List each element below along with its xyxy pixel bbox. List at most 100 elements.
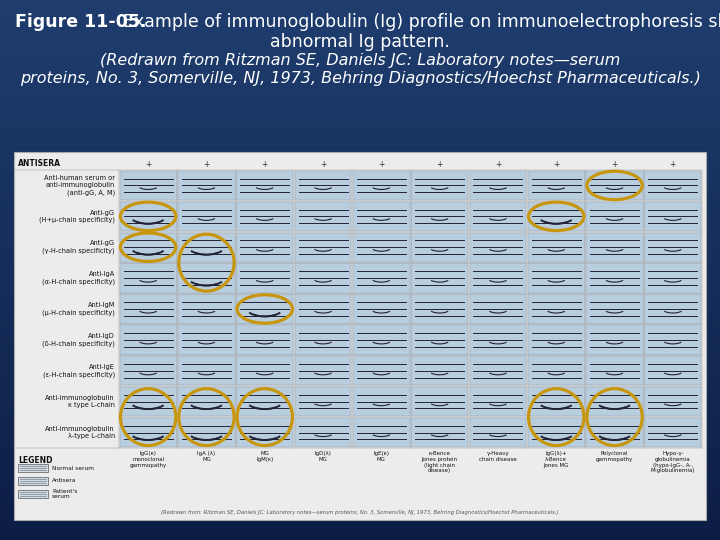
- Bar: [469, 325, 526, 355]
- Bar: [411, 356, 468, 386]
- Bar: [411, 171, 468, 200]
- Bar: [528, 201, 585, 231]
- Bar: [120, 418, 176, 447]
- Text: IgE(κ)
MG: IgE(κ) MG: [374, 451, 390, 462]
- Bar: [528, 294, 585, 323]
- Bar: [528, 418, 585, 447]
- Bar: [353, 294, 410, 323]
- Bar: [586, 356, 643, 386]
- Text: ANTISERA: ANTISERA: [18, 159, 61, 168]
- Bar: [469, 294, 526, 323]
- Text: Anti-IgM
(μ-H-chain specificity): Anti-IgM (μ-H-chain specificity): [42, 302, 115, 316]
- Text: +: +: [670, 160, 676, 169]
- Bar: [586, 294, 643, 323]
- Bar: [294, 233, 351, 262]
- Bar: [528, 356, 585, 386]
- Bar: [469, 387, 526, 416]
- Bar: [586, 264, 643, 293]
- Text: IgA (λ)
MG: IgA (λ) MG: [197, 451, 215, 462]
- Bar: [411, 233, 468, 262]
- Bar: [236, 387, 293, 416]
- Bar: [236, 233, 293, 262]
- Bar: [236, 418, 293, 447]
- Bar: [236, 264, 293, 293]
- Bar: [120, 171, 176, 200]
- Bar: [586, 418, 643, 447]
- Bar: [120, 325, 176, 355]
- Text: Anti-immunoglobulin
κ type L-chain: Anti-immunoglobulin κ type L-chain: [45, 395, 115, 408]
- Bar: [178, 294, 235, 323]
- Bar: [294, 171, 351, 200]
- Bar: [644, 264, 701, 293]
- Bar: [469, 264, 526, 293]
- Bar: [178, 264, 235, 293]
- Text: proteins, No. 3, Somerville, NJ, 1973, Behring Diagnostics/Hoechst Pharmaceutica: proteins, No. 3, Somerville, NJ, 1973, B…: [19, 71, 701, 86]
- Bar: [411, 418, 468, 447]
- Bar: [294, 387, 351, 416]
- Bar: [469, 233, 526, 262]
- Bar: [120, 356, 176, 386]
- Bar: [14, 152, 706, 520]
- Bar: [411, 264, 468, 293]
- Text: (Redrawn from Ritzman SE, Daniels JC: Laboratory notes—serum: (Redrawn from Ritzman SE, Daniels JC: La…: [100, 53, 620, 68]
- Text: +: +: [320, 160, 326, 169]
- Bar: [586, 201, 643, 231]
- Bar: [644, 418, 701, 447]
- Bar: [178, 233, 235, 262]
- Bar: [528, 264, 585, 293]
- Bar: [294, 294, 351, 323]
- Bar: [586, 233, 643, 262]
- Bar: [236, 171, 293, 200]
- Bar: [411, 201, 468, 231]
- Bar: [586, 325, 643, 355]
- Text: abnormal Ig pattern.: abnormal Ig pattern.: [270, 33, 450, 51]
- Bar: [644, 233, 701, 262]
- Bar: [353, 171, 410, 200]
- Bar: [120, 201, 176, 231]
- Bar: [411, 325, 468, 355]
- Bar: [353, 387, 410, 416]
- Text: Anti-human serum or
anti-immunoglobulin
(anti-gG, A, M): Anti-human serum or anti-immunoglobulin …: [44, 175, 115, 195]
- Text: +: +: [378, 160, 384, 169]
- Text: +: +: [261, 160, 268, 169]
- Text: Anti-IgD
(δ-H-chain specificity): Anti-IgD (δ-H-chain specificity): [42, 333, 115, 347]
- Text: +: +: [145, 160, 151, 169]
- Text: IgG(λ)+
λ-Bence
Jones MG: IgG(λ)+ λ-Bence Jones MG: [544, 451, 569, 468]
- Bar: [411, 294, 468, 323]
- Text: Normal serum: Normal serum: [52, 465, 94, 470]
- Bar: [644, 201, 701, 231]
- Bar: [469, 171, 526, 200]
- Text: +: +: [203, 160, 210, 169]
- Text: Figure 11-05.: Figure 11-05.: [15, 13, 146, 31]
- Bar: [353, 201, 410, 231]
- Text: Patient's
serum: Patient's serum: [52, 489, 77, 500]
- Bar: [236, 294, 293, 323]
- Bar: [528, 233, 585, 262]
- Bar: [353, 356, 410, 386]
- Bar: [294, 201, 351, 231]
- Bar: [353, 264, 410, 293]
- Text: LEGEND: LEGEND: [18, 456, 53, 465]
- Bar: [586, 171, 643, 200]
- Text: Anti-IgA
(α-H-chain specificity): Anti-IgA (α-H-chain specificity): [42, 272, 115, 285]
- Text: Hypo-γ-
globulinemia
(hypo-IgG-, A-,
M-globulinemia): Hypo-γ- globulinemia (hypo-IgG-, A-, M-g…: [651, 451, 695, 474]
- Bar: [528, 325, 585, 355]
- Bar: [178, 387, 235, 416]
- Text: γ-Heavy
chain disease: γ-Heavy chain disease: [479, 451, 517, 462]
- Bar: [644, 325, 701, 355]
- Bar: [411, 387, 468, 416]
- Text: Antisera: Antisera: [52, 478, 76, 483]
- Text: IgD(λ)
MG: IgD(λ) MG: [315, 451, 331, 462]
- Bar: [353, 325, 410, 355]
- Text: Anti-gG
(γ-H-chain specificity): Anti-gG (γ-H-chain specificity): [42, 240, 115, 254]
- Bar: [644, 356, 701, 386]
- Bar: [120, 387, 176, 416]
- Bar: [236, 325, 293, 355]
- Bar: [586, 387, 643, 416]
- Bar: [236, 201, 293, 231]
- Bar: [18, 490, 48, 498]
- Bar: [236, 356, 293, 386]
- Bar: [294, 356, 351, 386]
- Bar: [178, 356, 235, 386]
- Text: Example of immunoglobulin (Ig) profile on immunoelectrophoresis showing: Example of immunoglobulin (Ig) profile o…: [112, 13, 720, 31]
